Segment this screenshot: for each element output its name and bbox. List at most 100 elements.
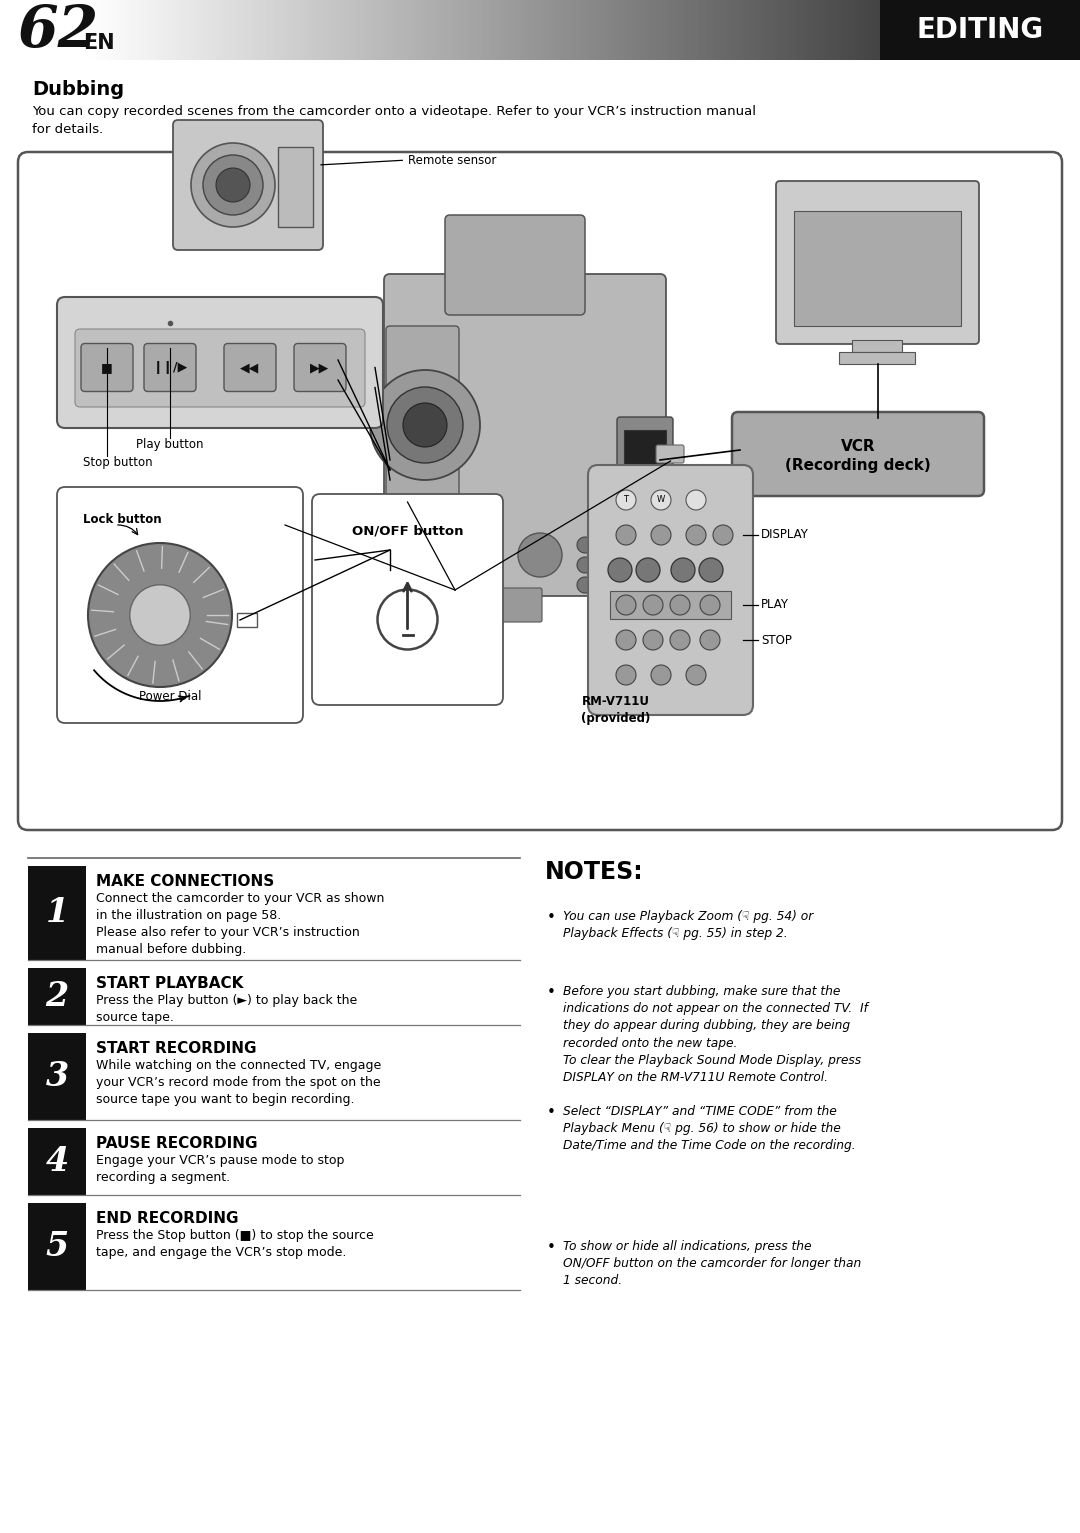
Bar bbox=[570, 0, 573, 60]
Bar bbox=[913, 0, 916, 60]
Bar bbox=[419, 0, 422, 60]
Bar bbox=[689, 0, 692, 60]
Bar bbox=[916, 0, 919, 60]
Bar bbox=[1069, 0, 1072, 60]
Text: •: • bbox=[546, 986, 556, 1000]
FancyBboxPatch shape bbox=[224, 343, 276, 391]
Bar bbox=[462, 0, 465, 60]
Bar bbox=[765, 0, 768, 60]
Bar bbox=[950, 0, 954, 60]
Bar bbox=[59, 0, 63, 60]
Bar bbox=[259, 0, 262, 60]
Bar bbox=[840, 0, 843, 60]
Bar bbox=[1053, 0, 1056, 60]
Circle shape bbox=[616, 491, 636, 510]
Bar bbox=[599, 0, 603, 60]
Bar bbox=[597, 0, 600, 60]
Bar bbox=[405, 0, 408, 60]
Bar bbox=[362, 0, 365, 60]
Bar bbox=[49, 0, 52, 60]
Bar bbox=[801, 0, 806, 60]
Bar bbox=[994, 0, 997, 60]
Bar bbox=[524, 0, 527, 60]
Bar bbox=[205, 0, 208, 60]
Bar bbox=[313, 0, 316, 60]
Bar bbox=[684, 0, 687, 60]
Bar bbox=[538, 0, 541, 60]
Bar bbox=[67, 0, 71, 60]
Text: ON/OFF button: ON/OFF button bbox=[352, 524, 463, 537]
FancyBboxPatch shape bbox=[75, 330, 365, 406]
Bar bbox=[829, 0, 833, 60]
Bar bbox=[434, 0, 438, 60]
Bar bbox=[918, 0, 921, 60]
Bar bbox=[680, 0, 684, 60]
Text: START PLAYBACK: START PLAYBACK bbox=[96, 977, 243, 990]
Bar bbox=[218, 0, 222, 60]
Bar bbox=[983, 0, 986, 60]
Bar bbox=[743, 0, 746, 60]
Bar bbox=[691, 0, 694, 60]
Bar bbox=[1077, 0, 1080, 60]
Bar bbox=[0, 0, 3, 60]
Bar bbox=[167, 0, 171, 60]
Bar bbox=[65, 0, 68, 60]
Bar bbox=[853, 0, 856, 60]
FancyBboxPatch shape bbox=[617, 417, 673, 503]
Circle shape bbox=[616, 630, 636, 650]
Bar bbox=[527, 0, 530, 60]
Bar bbox=[340, 0, 343, 60]
Bar bbox=[143, 0, 147, 60]
Bar bbox=[670, 0, 673, 60]
Text: 2: 2 bbox=[45, 980, 69, 1013]
Circle shape bbox=[700, 595, 720, 615]
Bar bbox=[775, 0, 779, 60]
Bar bbox=[216, 0, 219, 60]
Text: RM-V711U
(provided): RM-V711U (provided) bbox=[581, 694, 650, 725]
Circle shape bbox=[700, 630, 720, 650]
Bar bbox=[97, 0, 100, 60]
Bar bbox=[162, 0, 165, 60]
Bar bbox=[637, 0, 640, 60]
Bar bbox=[511, 0, 514, 60]
FancyBboxPatch shape bbox=[312, 494, 503, 705]
Text: Stop button: Stop button bbox=[83, 455, 152, 469]
Bar bbox=[875, 0, 878, 60]
Bar bbox=[572, 0, 576, 60]
Text: 3: 3 bbox=[45, 1059, 69, 1093]
Text: While watching on the connected TV, engage
your VCR’s record mode from the spot : While watching on the connected TV, enga… bbox=[96, 1059, 381, 1105]
Text: Engage your VCR’s pause mode to stop
recording a segment.: Engage your VCR’s pause mode to stop rec… bbox=[96, 1154, 345, 1183]
Bar bbox=[387, 0, 390, 60]
Text: You can use Playback Zoom (☟ pg. 54) or
Playback Effects (☟ pg. 55) in step 2.: You can use Playback Zoom (☟ pg. 54) or … bbox=[563, 911, 813, 940]
Bar bbox=[454, 0, 457, 60]
Bar bbox=[421, 0, 424, 60]
Bar bbox=[335, 0, 338, 60]
Bar bbox=[783, 0, 786, 60]
Bar bbox=[319, 0, 322, 60]
Bar bbox=[322, 0, 325, 60]
Bar bbox=[942, 0, 946, 60]
FancyBboxPatch shape bbox=[81, 343, 133, 391]
Bar bbox=[549, 0, 552, 60]
Bar bbox=[488, 0, 492, 60]
Bar bbox=[52, 0, 55, 60]
Bar bbox=[1067, 0, 1070, 60]
Bar bbox=[13, 0, 17, 60]
Bar bbox=[1004, 0, 1008, 60]
Bar bbox=[880, 0, 1080, 60]
Bar bbox=[540, 0, 543, 60]
Bar bbox=[713, 0, 716, 60]
Bar bbox=[160, 0, 163, 60]
Circle shape bbox=[651, 491, 671, 510]
Bar bbox=[278, 147, 313, 227]
Bar bbox=[837, 0, 840, 60]
Bar bbox=[740, 0, 743, 60]
Bar bbox=[194, 0, 198, 60]
Bar bbox=[616, 0, 619, 60]
Bar bbox=[613, 0, 617, 60]
Bar bbox=[251, 0, 255, 60]
Bar bbox=[354, 0, 357, 60]
Bar bbox=[119, 0, 122, 60]
Bar bbox=[772, 0, 775, 60]
Bar bbox=[343, 0, 347, 60]
